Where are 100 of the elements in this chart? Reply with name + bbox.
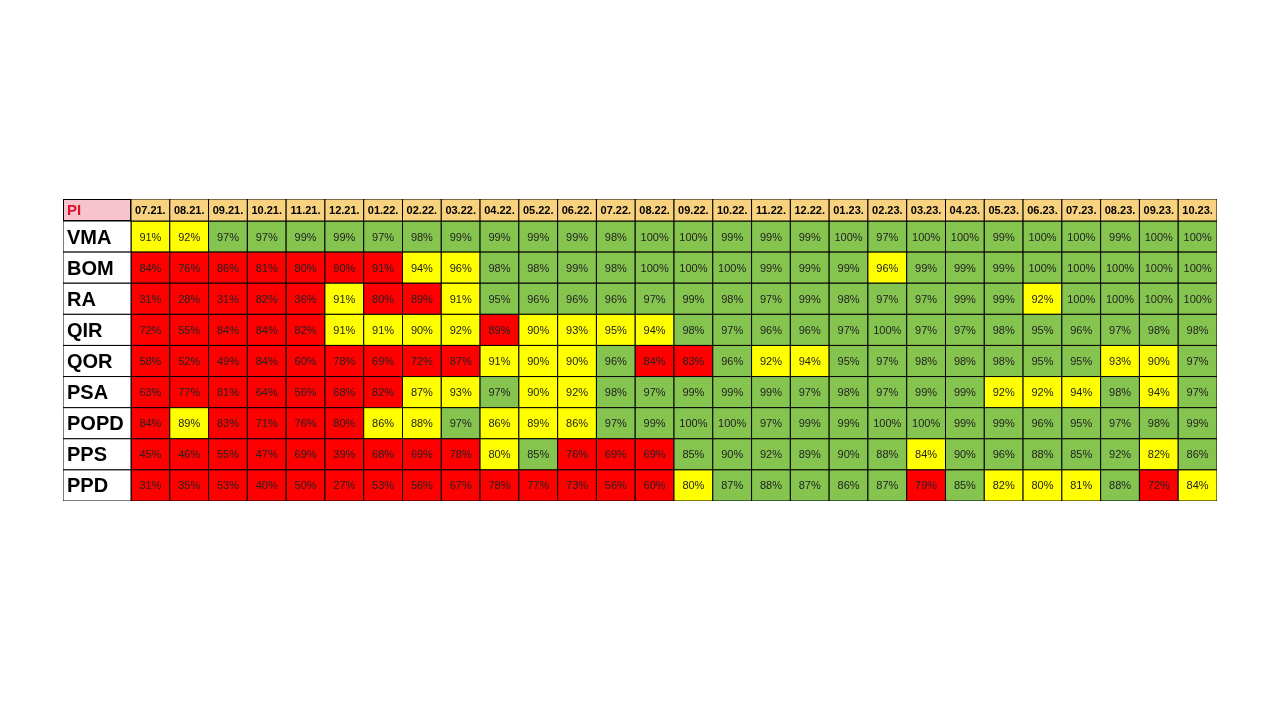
x-tick-label: 01.22. bbox=[367, 204, 399, 216]
data-label: 100% bbox=[1028, 230, 1057, 243]
data-label: 45% bbox=[139, 448, 162, 461]
data-label: 99% bbox=[333, 230, 356, 243]
data-label: 69% bbox=[643, 448, 666, 461]
data-label: 36% bbox=[294, 292, 317, 305]
data-label: 98% bbox=[837, 386, 860, 399]
data-label: 95% bbox=[1070, 417, 1093, 430]
data-label: 97% bbox=[643, 292, 666, 305]
data-label: 67% bbox=[449, 479, 472, 492]
data-label: 99% bbox=[682, 386, 705, 399]
data-label: 100% bbox=[1105, 292, 1135, 305]
data-label: 50% bbox=[294, 479, 317, 492]
data-label: 98% bbox=[682, 323, 705, 336]
data-label: 49% bbox=[216, 355, 240, 367]
data-label: 97% bbox=[643, 386, 666, 399]
data-label: 68% bbox=[372, 448, 395, 461]
data-label: 82% bbox=[255, 292, 278, 305]
data-label: 53% bbox=[216, 479, 240, 492]
data-label: 97% bbox=[876, 386, 899, 399]
data-label: 76% bbox=[294, 417, 317, 430]
data-label: 84% bbox=[915, 448, 938, 461]
data-label: 79% bbox=[915, 479, 938, 492]
data-label: 96% bbox=[876, 261, 899, 274]
data-label: 82% bbox=[992, 479, 1015, 492]
data-label: 95% bbox=[1070, 355, 1093, 367]
data-label: 97% bbox=[255, 230, 278, 243]
data-label: 98% bbox=[488, 261, 511, 274]
data-label: 76% bbox=[566, 448, 589, 461]
x-tick-label: 11.22. bbox=[755, 204, 786, 216]
x-tick-label: 07.21. bbox=[135, 204, 166, 216]
data-label: 91% bbox=[488, 355, 511, 367]
data-label: 31% bbox=[139, 479, 162, 492]
data-label: 89% bbox=[798, 448, 821, 461]
data-label: 97% bbox=[837, 323, 860, 336]
data-label: 93% bbox=[566, 323, 589, 336]
data-label: 95% bbox=[837, 355, 860, 367]
data-label: 78% bbox=[488, 479, 511, 492]
data-label: 100% bbox=[1105, 261, 1135, 274]
data-label: 31% bbox=[139, 292, 162, 305]
data-label: 84% bbox=[216, 323, 240, 336]
data-label: 35% bbox=[178, 479, 201, 492]
data-label: 93% bbox=[449, 386, 472, 399]
data-label: 58% bbox=[139, 355, 162, 367]
data-label: 96% bbox=[1031, 417, 1054, 430]
data-label: 88% bbox=[1109, 479, 1132, 492]
data-label: 92% bbox=[759, 448, 783, 461]
data-label: 96% bbox=[1070, 323, 1093, 336]
data-label: 100% bbox=[873, 323, 902, 336]
data-label: 90% bbox=[1147, 355, 1171, 367]
data-label: 87% bbox=[798, 479, 821, 492]
data-label: 89% bbox=[410, 292, 434, 305]
data-label: 85% bbox=[682, 448, 705, 461]
data-label: 91% bbox=[372, 261, 395, 274]
data-label: 78% bbox=[333, 355, 356, 367]
data-label: 96% bbox=[604, 292, 628, 305]
data-label: 80% bbox=[1031, 479, 1054, 492]
data-label: 98% bbox=[527, 261, 550, 274]
y-tick-label: VMA bbox=[67, 225, 112, 248]
data-label: 96% bbox=[527, 292, 550, 305]
data-label: 99% bbox=[798, 417, 821, 430]
data-label: 27% bbox=[333, 479, 356, 492]
x-tick-label: 10.22. bbox=[716, 204, 748, 216]
data-label: 92% bbox=[178, 230, 201, 243]
data-label: 68% bbox=[333, 386, 356, 399]
data-label: 96% bbox=[759, 323, 783, 336]
data-label: 96% bbox=[566, 292, 589, 305]
data-label: 100% bbox=[718, 261, 747, 274]
data-label: 99% bbox=[682, 292, 705, 305]
data-label: 100% bbox=[1144, 261, 1174, 274]
data-label: 87% bbox=[876, 479, 899, 492]
data-label: 98% bbox=[992, 355, 1015, 367]
data-label: 97% bbox=[1109, 323, 1132, 336]
data-label: 99% bbox=[566, 230, 589, 243]
data-label: 86% bbox=[372, 417, 395, 430]
data-label: 92% bbox=[566, 386, 589, 399]
data-label: 100% bbox=[1183, 261, 1212, 274]
data-label: 98% bbox=[992, 323, 1015, 336]
data-label: 100% bbox=[912, 417, 941, 430]
data-label: 86% bbox=[1186, 448, 1209, 461]
data-label: 91% bbox=[139, 230, 162, 243]
data-label: 97% bbox=[604, 417, 628, 430]
data-label: 100% bbox=[1144, 230, 1174, 243]
x-tick-label: 04.23. bbox=[949, 204, 981, 216]
data-label: 97% bbox=[1186, 386, 1209, 399]
data-label: 100% bbox=[1144, 292, 1174, 305]
data-label: 99% bbox=[721, 386, 744, 399]
data-label: 56% bbox=[294, 386, 317, 399]
data-label: 95% bbox=[604, 323, 628, 336]
x-tick-label: 10.23. bbox=[1182, 204, 1213, 216]
x-tick-label: 05.23. bbox=[988, 204, 1019, 216]
x-tick-label: 02.22. bbox=[406, 204, 438, 216]
data-label: 97% bbox=[449, 417, 472, 430]
data-label: 40% bbox=[255, 479, 278, 492]
data-label: 64% bbox=[255, 386, 278, 399]
data-label: 94% bbox=[798, 355, 821, 367]
data-label: 99% bbox=[1109, 230, 1132, 243]
data-label: 93% bbox=[1109, 355, 1132, 367]
data-label: 100% bbox=[950, 230, 980, 243]
data-label: 99% bbox=[798, 261, 821, 274]
